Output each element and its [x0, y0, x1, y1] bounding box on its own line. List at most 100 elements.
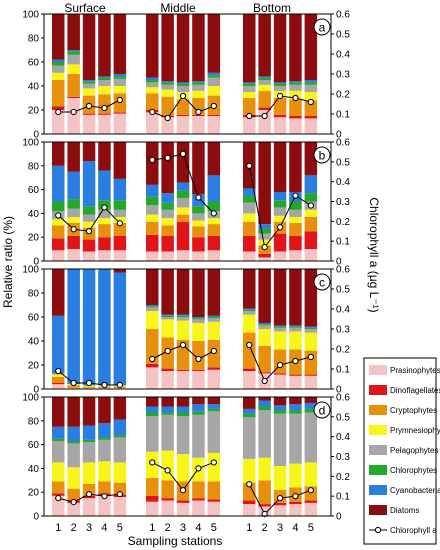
bar-segment-dinoflagellates — [192, 369, 205, 371]
right-tick-label: 0.3 — [336, 452, 350, 463]
chlorophyll-point — [246, 162, 253, 169]
bar-segment-prymnesiophytes — [161, 89, 174, 97]
right-tick-label: 0.5 — [336, 157, 350, 168]
bar-segment-chlorophytes — [67, 199, 80, 209]
bar-segment-prasinophytes — [192, 116, 205, 134]
chlorophyll-point — [195, 465, 202, 472]
chlorophyll-point — [85, 491, 93, 498]
bar-segment-cyanobacteria — [146, 184, 159, 197]
bar-segment-diatoms — [258, 14, 271, 77]
bar-segment-cryptophytes — [243, 221, 256, 237]
chlorophyll-point — [261, 510, 268, 518]
bar-segment-prymnesiophytes — [258, 239, 271, 246]
chlorophyll-point — [164, 114, 171, 122]
left-tick-label: 0 — [33, 130, 39, 141]
right-tick-label: 0.3 — [336, 197, 350, 208]
bar-segment-cryptophytes — [98, 224, 111, 238]
bar-segment-cyanobacteria — [98, 269, 111, 386]
station-label: 3 — [86, 522, 92, 534]
bar-segment-prasinophytes — [67, 387, 80, 389]
bar-segment-prasinophytes — [304, 502, 318, 516]
chlorophyll-point — [307, 98, 314, 106]
station-label: 4 — [292, 522, 298, 534]
bar-segment-diatoms — [258, 397, 271, 401]
bar-segment-dinoflagellates — [304, 116, 318, 119]
legend-swatch-prymnesiophytes — [369, 425, 387, 435]
chlorophyll-point — [164, 467, 171, 474]
bar-segment-diatoms — [52, 14, 65, 60]
bar-segment-diatoms — [207, 14, 221, 73]
left-tick-label: 100 — [22, 10, 39, 21]
bar-segment-pelagophytes — [207, 318, 221, 322]
right-tick-label: 0.2 — [336, 217, 350, 228]
bar-segment-dinoflagellates — [192, 114, 205, 116]
bar-segment-dinoflagellates — [258, 253, 271, 258]
bar-segment-prymnesiophytes — [176, 207, 190, 215]
left-tick-label: 40 — [28, 82, 40, 93]
bar-segment-dinoflagellates — [98, 237, 111, 251]
bar-segment-prasinophytes — [176, 371, 190, 389]
bar-segment-chlorophytes — [113, 76, 127, 79]
right-tick-label: 0.5 — [336, 285, 350, 296]
bar-segment-dinoflagellates — [146, 234, 159, 252]
bar-segment-prymnesiophytes — [67, 216, 80, 223]
bar-segment-cyanobacteria — [146, 77, 159, 80]
bar-segment-dinoflagellates — [52, 106, 65, 110]
bar-segment-chlorophytes — [176, 412, 190, 417]
bar-segment-prymnesiophytes — [176, 320, 190, 340]
bar-segment-chlorophytes — [52, 201, 65, 212]
bar-segment-cryptophytes — [258, 90, 271, 108]
bar-segment-dinoflagellates — [243, 500, 256, 505]
left-tick-label: 20 — [28, 361, 40, 372]
bar-segment-dinoflagellates — [192, 237, 205, 252]
left-tick-label: 100 — [22, 138, 39, 149]
bar-segment-pelagophytes — [98, 439, 111, 462]
bar-segment-prasinophytes — [146, 112, 159, 134]
bar-segment-cyanobacteria — [161, 406, 174, 413]
right-tick-label: 0.2 — [336, 345, 350, 356]
bar-segment-prasinophytes — [52, 384, 65, 389]
bar-segment-chlorophytes — [113, 435, 127, 438]
bar-segment-dinoflagellates — [273, 373, 287, 375]
left-tick-label: 60 — [28, 185, 40, 196]
bar-segment-cryptophytes — [98, 94, 111, 114]
right-tick-label: 0 — [336, 385, 342, 396]
bar-segment-cryptophytes — [258, 345, 271, 373]
right-tick-label: 0.6 — [336, 393, 350, 404]
bar-segment-pelagophytes — [273, 207, 287, 216]
bar-segment-diatoms — [161, 397, 174, 407]
bar-segment-diatoms — [273, 142, 287, 192]
bar-segment-pelagophytes — [113, 209, 127, 217]
bar-segment-prasinophytes — [176, 250, 190, 261]
bar-segment-chlorophytes — [192, 411, 205, 415]
left-tick-label: 100 — [22, 265, 39, 276]
bar-segment-cyanobacteria — [304, 175, 318, 194]
bar-segment-pelagophytes — [176, 416, 190, 455]
bar-segment-cyanobacteria — [113, 178, 127, 201]
chlorophyll-point — [261, 377, 268, 385]
bar-segment-chlorophytes — [161, 412, 174, 415]
bar-segment-diatoms — [161, 142, 174, 194]
bar-segment-chlorophytes — [52, 62, 65, 66]
bar-segment-diatoms — [113, 14, 127, 74]
chlorophyll-point — [116, 491, 123, 498]
bar-segment-diatoms — [304, 14, 318, 80]
bar-segment-prymnesiophytes — [161, 319, 174, 338]
bar-segment-diatoms — [243, 269, 256, 309]
bar-segment-prasinophytes — [67, 249, 80, 261]
legend-label: Prymnesiophytes — [390, 426, 440, 435]
bar-segment-dinoflagellates — [207, 236, 221, 251]
bar-segment-pelagophytes — [82, 83, 96, 89]
panel-letter-badge — [313, 401, 331, 419]
bar-segment-pelagophytes — [176, 86, 190, 92]
bar-segment-pelagophytes — [289, 413, 302, 464]
depth-title-middle: Middle — [160, 1, 196, 15]
left-tick-label: 60 — [28, 313, 40, 324]
bar-segment-dinoflagellates — [273, 502, 287, 506]
bar-segment-cyanobacteria — [176, 314, 190, 316]
chlorophyll-point — [164, 154, 171, 161]
bar-segment-prasinophytes — [258, 257, 271, 261]
bar-segment-pelagophytes — [258, 80, 271, 85]
bar-segment-pelagophytes — [273, 413, 287, 467]
bar-segment-prasinophytes — [289, 250, 302, 261]
